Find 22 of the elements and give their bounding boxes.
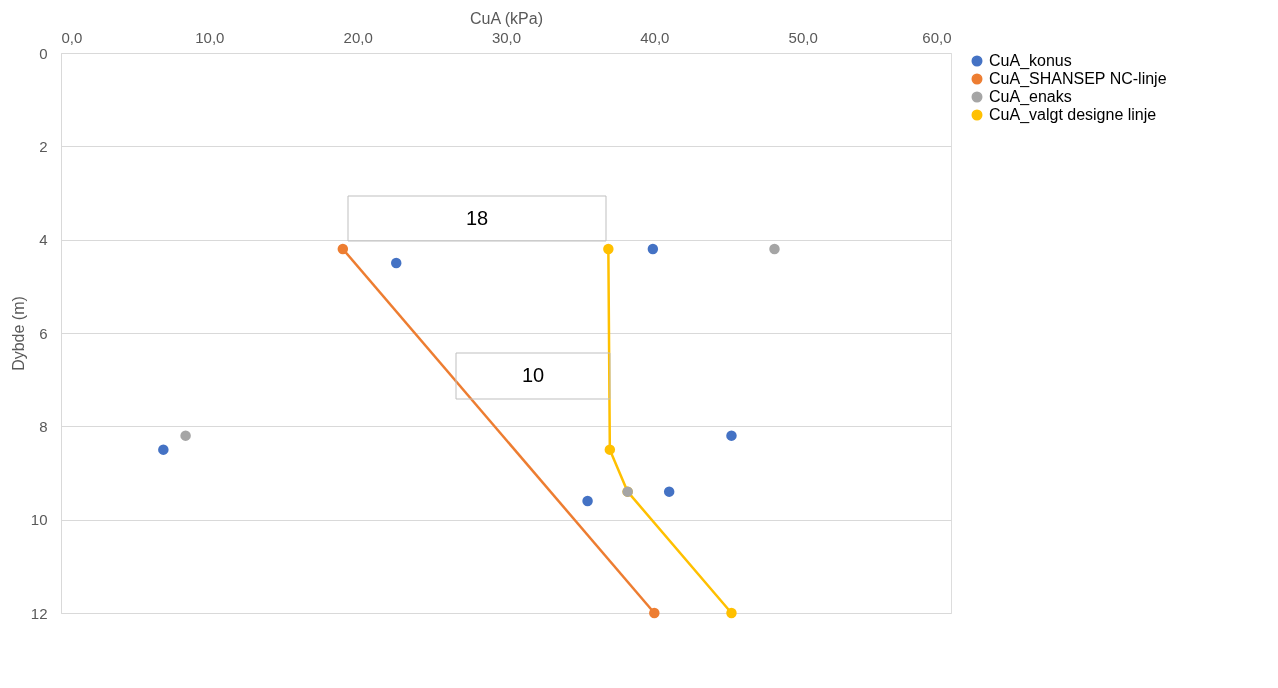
legend-label: CuA_valgt designe linje [989, 106, 1157, 124]
y-tick-label: 8 [39, 417, 48, 435]
x-axis-title: CuA (kPa) [470, 9, 543, 27]
y-tick-label: 2 [39, 137, 48, 155]
y-tick-label: 10 [30, 511, 48, 529]
x-tick-label: 10,0 [195, 28, 225, 46]
x-tick-label: 50,0 [788, 28, 818, 46]
y-tick-label: 6 [39, 324, 48, 342]
y-tick-label: 4 [39, 231, 48, 249]
x-tick-label: 0,0 [61, 28, 83, 46]
legend-label: CuA_SHANSEP NC-linje [989, 70, 1167, 88]
x-tick-label: 40,0 [640, 28, 670, 46]
annotation: 10 [521, 364, 545, 386]
x-tick-label: 60,0 [922, 28, 952, 46]
legend-label: CuA_konus [989, 52, 1072, 70]
x-tick-label: 30,0 [491, 28, 522, 46]
x-tick-label: 20,0 [343, 28, 373, 46]
y-tick-label: 12 [30, 604, 48, 622]
legend-label: CuA_enaks [989, 88, 1072, 106]
y-axis-title: Dybde (m) [9, 296, 27, 371]
y-tick-label: 0 [39, 44, 48, 62]
annotation: 18 [465, 206, 489, 229]
